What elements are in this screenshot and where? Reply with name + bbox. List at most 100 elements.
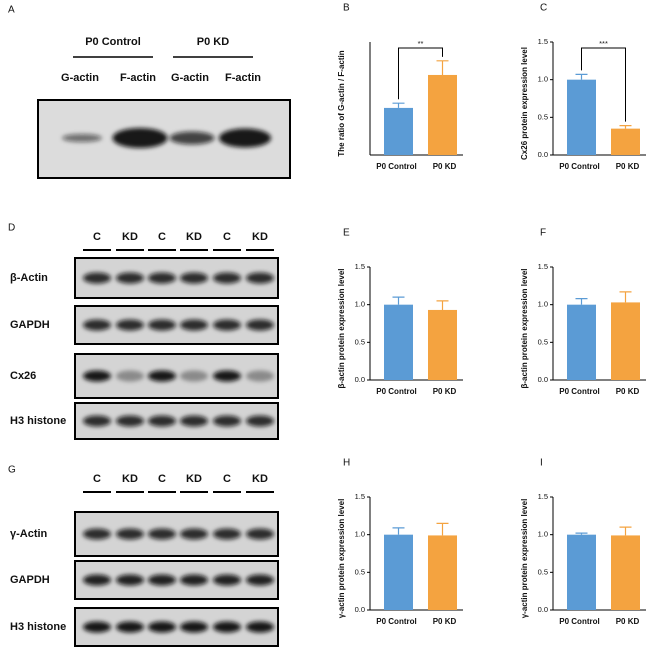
x-tick-label: P0 Control (559, 617, 599, 626)
y-axis-label: γ-actin protein expression level (337, 499, 346, 619)
row-label: GAPDH (10, 319, 50, 331)
blot-band (83, 574, 111, 586)
blot-band (112, 128, 168, 148)
blot-band (219, 128, 271, 148)
blot-band (148, 621, 176, 633)
lane-label: C (223, 231, 231, 243)
blot-band (83, 415, 111, 427)
x-tick-label: P0 Control (559, 162, 599, 171)
blot-membrane (74, 402, 279, 440)
panel-letter: I (540, 458, 543, 469)
lane-label: KD (186, 231, 202, 243)
panel-letter: D (8, 223, 15, 234)
lane-label: C (158, 231, 166, 243)
group-label: P0 KD (197, 36, 229, 48)
row-label: GAPDH (10, 574, 50, 586)
blot-band (246, 621, 274, 633)
blot-band (213, 272, 241, 284)
lane-label: G-actin (61, 72, 99, 84)
error-bar (392, 296, 405, 305)
row-label: H3 histone (10, 621, 66, 633)
error-bar (392, 102, 405, 108)
bar (611, 128, 640, 155)
y-tick-label: 0.5 (538, 337, 548, 346)
error-bar (392, 527, 405, 535)
row-label: β-Actin (10, 272, 48, 284)
error-bar (575, 73, 588, 80)
blot-band (148, 370, 176, 382)
bar (384, 534, 413, 610)
lane-label: KD (252, 473, 268, 485)
blot-band (213, 528, 241, 540)
panel-letter: G (8, 465, 16, 476)
x-tick-label: P0 KD (433, 617, 457, 626)
lane-label: C (223, 473, 231, 485)
blot-band (148, 319, 176, 331)
y-tick-label: 0.0 (355, 605, 365, 614)
x-tick-label: P0 KD (616, 162, 640, 171)
x-tick-label: P0 Control (376, 387, 416, 396)
panel-letter: H (343, 458, 350, 469)
blot-membrane (74, 305, 279, 345)
blot-band (116, 319, 144, 331)
row-label: Cx26 (10, 370, 36, 382)
x-tick-label: P0 KD (616, 617, 640, 626)
group-label: P0 Control (85, 36, 141, 48)
panel-letter: B (343, 3, 350, 14)
y-tick-label: 1.0 (355, 530, 365, 539)
bar (567, 79, 596, 155)
y-axis-label: β-actin protein expression level (337, 268, 346, 388)
y-tick-label: 0.0 (538, 150, 548, 159)
blot-band (116, 415, 144, 427)
blot-band (83, 528, 111, 540)
y-tick-label: 0.5 (355, 567, 365, 576)
blot-band (83, 319, 111, 331)
bar (428, 74, 457, 155)
y-tick-label: 0.0 (355, 375, 365, 384)
blot-band (180, 621, 208, 633)
blot-band (246, 415, 274, 427)
y-axis-label: The ratio of G-actin / F-actin (337, 50, 346, 156)
significance-label: ** (418, 39, 424, 48)
lane-label: C (93, 473, 101, 485)
x-tick-label: P0 Control (376, 162, 416, 171)
lane-label: G-actin (171, 72, 209, 84)
significance-bracket (398, 47, 443, 100)
bar (611, 535, 640, 610)
bar (384, 304, 413, 380)
lane-label: F-actin (225, 72, 261, 84)
blot-band (116, 370, 144, 382)
error-bar (619, 526, 632, 536)
x-tick-label: P0 KD (433, 387, 457, 396)
y-tick-label: 1.5 (538, 492, 548, 501)
panel-letter: E (343, 228, 350, 239)
blot-band (246, 319, 274, 331)
blot-band (169, 131, 215, 145)
y-tick-label: 0.5 (355, 337, 365, 346)
y-tick-label: 1.5 (355, 262, 365, 271)
y-axis-label: Cx26 protein expression level (520, 47, 529, 160)
y-tick-label: 1.0 (538, 530, 548, 539)
lane-label: KD (186, 473, 202, 485)
y-tick-label: 0.5 (538, 567, 548, 576)
row-label: H3 histone (10, 415, 66, 427)
y-axis-label: β-actin protein expression level (520, 268, 529, 388)
blot-band (246, 574, 274, 586)
x-tick-label: P0 Control (559, 387, 599, 396)
x-tick-label: P0 KD (616, 387, 640, 396)
y-axis-label: γ-actin protein expression level (520, 499, 529, 619)
error-bar (575, 298, 588, 305)
y-tick-label: 1.0 (538, 300, 548, 309)
blot-band (83, 272, 111, 284)
bar (384, 107, 413, 155)
bar (567, 534, 596, 610)
lane-label: C (93, 231, 101, 243)
y-tick-label: 1.0 (538, 75, 548, 84)
blot-band (148, 272, 176, 284)
y-tick-label: 0.5 (538, 112, 548, 121)
bar (611, 302, 640, 380)
blot-band (83, 621, 111, 633)
blot-band (213, 319, 241, 331)
blot-band (246, 370, 274, 382)
